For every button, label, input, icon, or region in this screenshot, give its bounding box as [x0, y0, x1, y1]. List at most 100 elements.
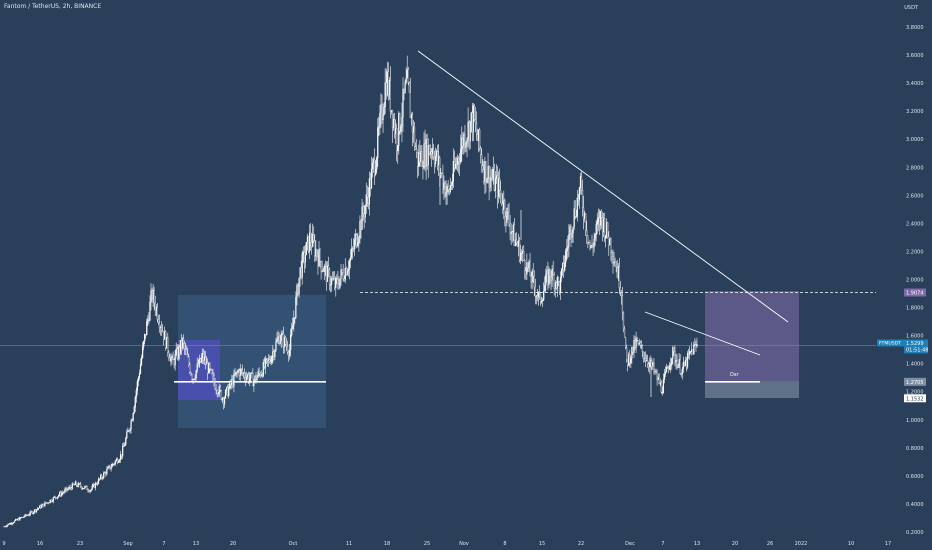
candle-body: [115, 459, 117, 462]
candle-body: [98, 478, 101, 480]
candle-body: [83, 488, 85, 489]
candle-body: [466, 138, 468, 144]
candle-body: [388, 80, 390, 96]
descending-trend-line: [417, 50, 789, 323]
x-tick-label: 13: [694, 541, 700, 547]
candle-body: [654, 370, 656, 372]
candle-body: [438, 157, 440, 165]
candle-body: [619, 287, 621, 293]
candle-body: [691, 349, 693, 352]
candle-body: [39, 505, 41, 509]
candle-body: [393, 119, 396, 135]
candle-body: [330, 278, 333, 285]
candle-body: [418, 153, 420, 167]
candle-body: [328, 269, 331, 286]
candle-body: [462, 137, 464, 147]
candle-body: [452, 161, 455, 182]
candle-body: [164, 331, 166, 340]
candle-body: [655, 371, 657, 373]
candle-body: [479, 129, 481, 149]
candle-body: [533, 275, 535, 288]
candle-body: [329, 284, 332, 286]
candle-body: [693, 344, 695, 355]
candle-body: [468, 122, 470, 142]
candle-body: [527, 262, 529, 269]
stop-zone-box: [705, 381, 799, 398]
y-tick-label: 3.4000: [906, 81, 924, 87]
candle-body: [209, 363, 211, 370]
candle-body: [589, 242, 591, 248]
candle-body: [77, 483, 80, 487]
candle-body: [604, 218, 606, 239]
candle-body: [53, 496, 56, 498]
candle-body: [456, 158, 459, 165]
candle-body: [559, 277, 562, 293]
candle-body: [355, 234, 357, 240]
candle-body: [284, 337, 287, 345]
candle-body: [637, 339, 639, 345]
candle-body: [285, 344, 288, 347]
candle-body: [609, 238, 611, 246]
candle-body: [130, 420, 132, 430]
candle-body: [410, 114, 413, 119]
candle-body: [25, 514, 27, 516]
candle-body: [454, 163, 457, 169]
candle-body: [390, 110, 393, 112]
candle-body: [252, 372, 254, 387]
candle-body: [197, 363, 199, 367]
candle-body: [571, 233, 573, 238]
candle-body: [80, 483, 82, 487]
candle-body: [32, 512, 35, 514]
candle-body: [450, 185, 452, 187]
candle-body: [399, 113, 401, 132]
candle-body: [386, 71, 388, 95]
candle-body: [369, 178, 372, 189]
candle-body: [49, 499, 51, 503]
candle-body: [362, 206, 364, 214]
candle-body: [530, 275, 532, 283]
candle-body: [555, 282, 557, 289]
candle-body: [275, 341, 277, 351]
candle-body: [229, 381, 231, 389]
candle-body: [33, 509, 36, 513]
candle-body: [686, 353, 689, 368]
candle-body: [52, 497, 54, 502]
candle-body: [523, 251, 525, 261]
candle-body: [347, 269, 350, 272]
candle-body: [547, 270, 549, 286]
candle-body: [676, 360, 678, 368]
candle-body: [520, 252, 522, 261]
candle-body: [158, 322, 160, 328]
candle-body: [3, 526, 5, 528]
candle-body: [374, 159, 376, 175]
candle-body: [501, 193, 503, 204]
candle-body: [91, 486, 93, 490]
candle-body: [168, 352, 170, 358]
candle-body: [234, 373, 236, 376]
y-tick-label: 0.8000: [906, 446, 924, 452]
candle-body: [542, 299, 544, 302]
candle-body: [634, 340, 636, 348]
candle-body: [27, 514, 29, 516]
candle-body: [231, 379, 233, 386]
candle-body: [584, 213, 586, 219]
candle-body: [335, 277, 337, 288]
candle-body: [45, 502, 47, 504]
candle-body: [215, 388, 217, 391]
candle-body: [345, 268, 347, 275]
candle-body: [34, 509, 37, 512]
candle-body: [601, 217, 604, 233]
candle-body: [566, 248, 568, 252]
candle-body: [93, 484, 95, 488]
candle-body: [389, 80, 392, 112]
candle-body: [230, 381, 232, 386]
candle-series: [3, 55, 698, 528]
candle-body: [598, 217, 600, 226]
candle-body: [608, 236, 610, 246]
candle-body: [336, 277, 338, 280]
candle-body: [228, 387, 230, 397]
candle-body: [18, 518, 20, 521]
candle-body: [262, 362, 264, 377]
candle-body: [442, 173, 444, 190]
